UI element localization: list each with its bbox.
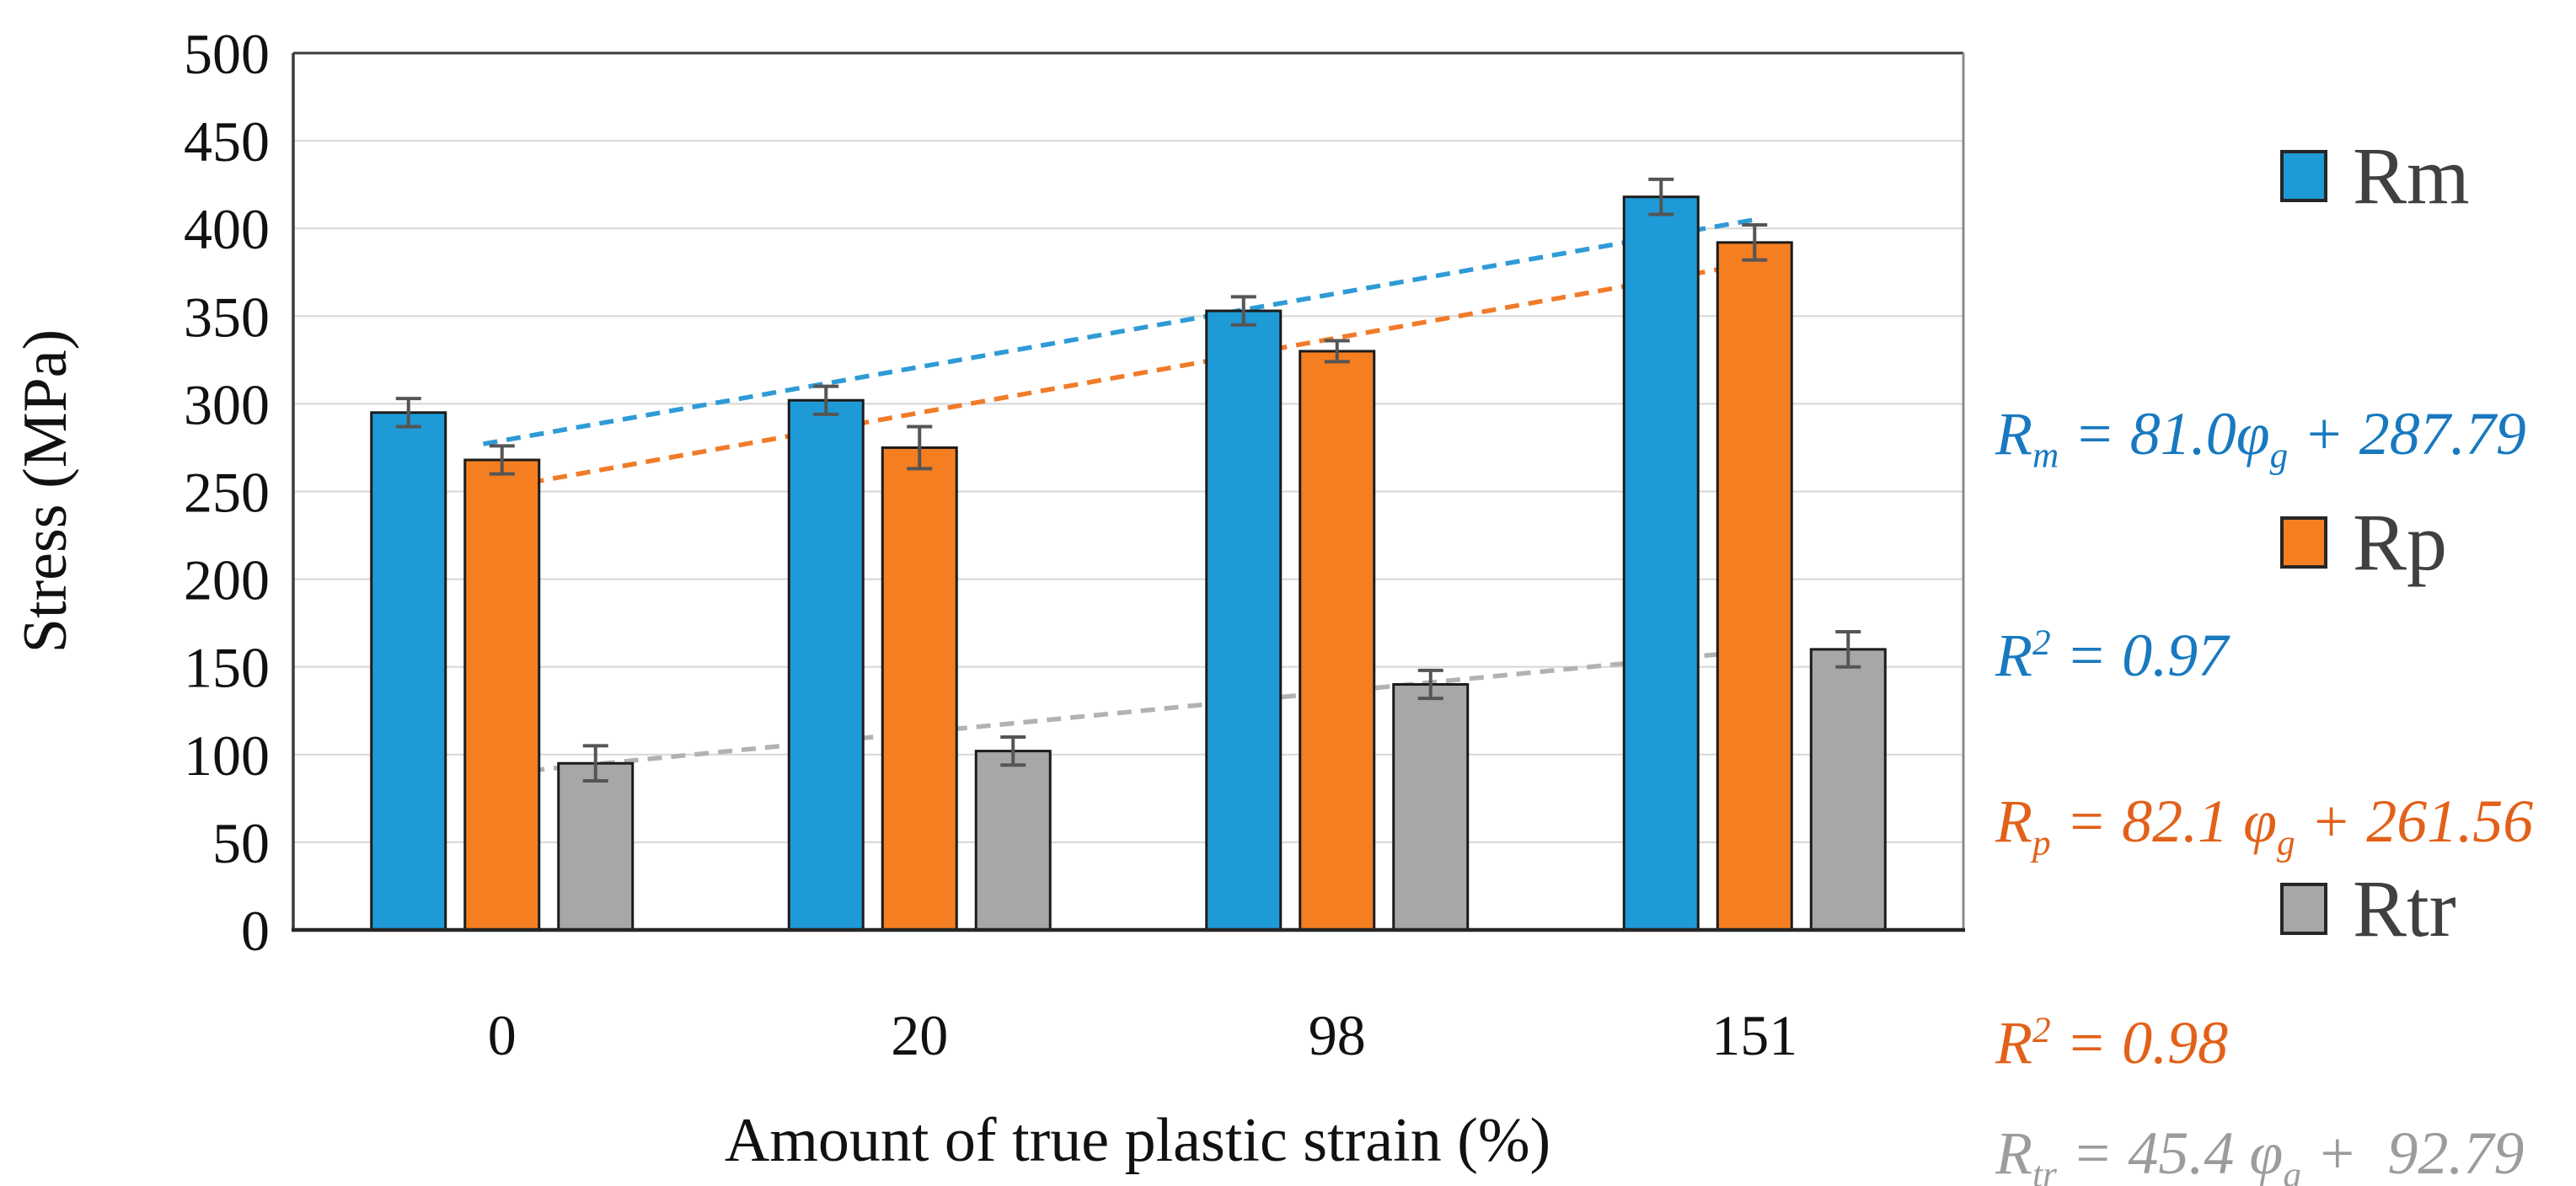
y-tick-label-350: 350 bbox=[184, 285, 270, 349]
bar-rp-0 bbox=[463, 458, 541, 932]
error-bars bbox=[395, 177, 1861, 783]
error-bar-rtr-151 bbox=[1835, 630, 1861, 669]
x-axis-title: Amount of true plastic strain (%) bbox=[725, 1106, 1550, 1175]
x-tick-label-20: 20 bbox=[891, 1003, 948, 1067]
y-tick-label-200: 200 bbox=[184, 548, 270, 612]
x-tick-label-98: 98 bbox=[1309, 1003, 1366, 1067]
bar-rm-151 bbox=[1622, 195, 1700, 932]
trendlines bbox=[482, 216, 1760, 777]
error-bar-rp-151 bbox=[1742, 223, 1768, 262]
y-tick-label-400: 400 bbox=[184, 197, 270, 261]
bar-rtr-20 bbox=[974, 750, 1052, 932]
y-axis-title: Stress (MPa) bbox=[11, 329, 80, 653]
bar-rm-98 bbox=[1205, 309, 1283, 932]
error-bar-rp-98 bbox=[1324, 339, 1350, 364]
plot-frame bbox=[292, 51, 1965, 932]
bar-rp-151 bbox=[1716, 241, 1793, 932]
bar-rp-20 bbox=[881, 446, 958, 932]
y-tick-label-150: 150 bbox=[184, 636, 270, 700]
error-bar-rtr-20 bbox=[1000, 735, 1026, 767]
y-tick-label-450: 450 bbox=[184, 110, 270, 174]
error-bar-rtr-98 bbox=[1417, 668, 1443, 701]
error-bar-rp-0 bbox=[489, 444, 515, 476]
x-tick-label-0: 0 bbox=[488, 1003, 517, 1067]
y-tick-label-0: 0 bbox=[241, 899, 270, 963]
bar-rtr-151 bbox=[1809, 648, 1887, 932]
bar-rtr-0 bbox=[557, 761, 635, 932]
y-axis-tick-labels: 0 50 100 150 200 250 300 350 400 450 500 bbox=[184, 22, 270, 963]
error-bar-rm-20 bbox=[813, 384, 839, 416]
y-tick-label-100: 100 bbox=[184, 724, 270, 788]
y-tick-label-250: 250 bbox=[184, 461, 270, 525]
bars bbox=[370, 195, 1887, 932]
bar-rtr-98 bbox=[1392, 683, 1470, 932]
y-tick-label-500: 500 bbox=[184, 22, 270, 86]
bar-rp-98 bbox=[1299, 350, 1376, 932]
trendline-rtr bbox=[483, 648, 1760, 777]
y-tick-label-300: 300 bbox=[184, 372, 270, 436]
error-bar-rp-20 bbox=[907, 425, 933, 471]
bar-rm-20 bbox=[787, 398, 865, 932]
gridlines bbox=[293, 140, 1963, 844]
x-axis-tick-labels: 0 20 98 151 bbox=[488, 1003, 1798, 1067]
error-bar-rm-0 bbox=[395, 397, 421, 429]
trendline-rp bbox=[482, 259, 1760, 494]
error-bar-rm-98 bbox=[1230, 295, 1256, 327]
x-tick-label-151: 151 bbox=[1711, 1003, 1797, 1067]
trendline-rm bbox=[482, 216, 1760, 446]
y-tick-label-50: 50 bbox=[212, 811, 270, 875]
error-bar-rm-151 bbox=[1648, 177, 1674, 216]
bar-rm-0 bbox=[370, 411, 447, 932]
error-bar-rtr-0 bbox=[582, 744, 608, 783]
